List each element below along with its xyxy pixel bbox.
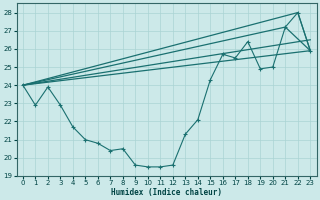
X-axis label: Humidex (Indice chaleur): Humidex (Indice chaleur) xyxy=(111,188,222,197)
